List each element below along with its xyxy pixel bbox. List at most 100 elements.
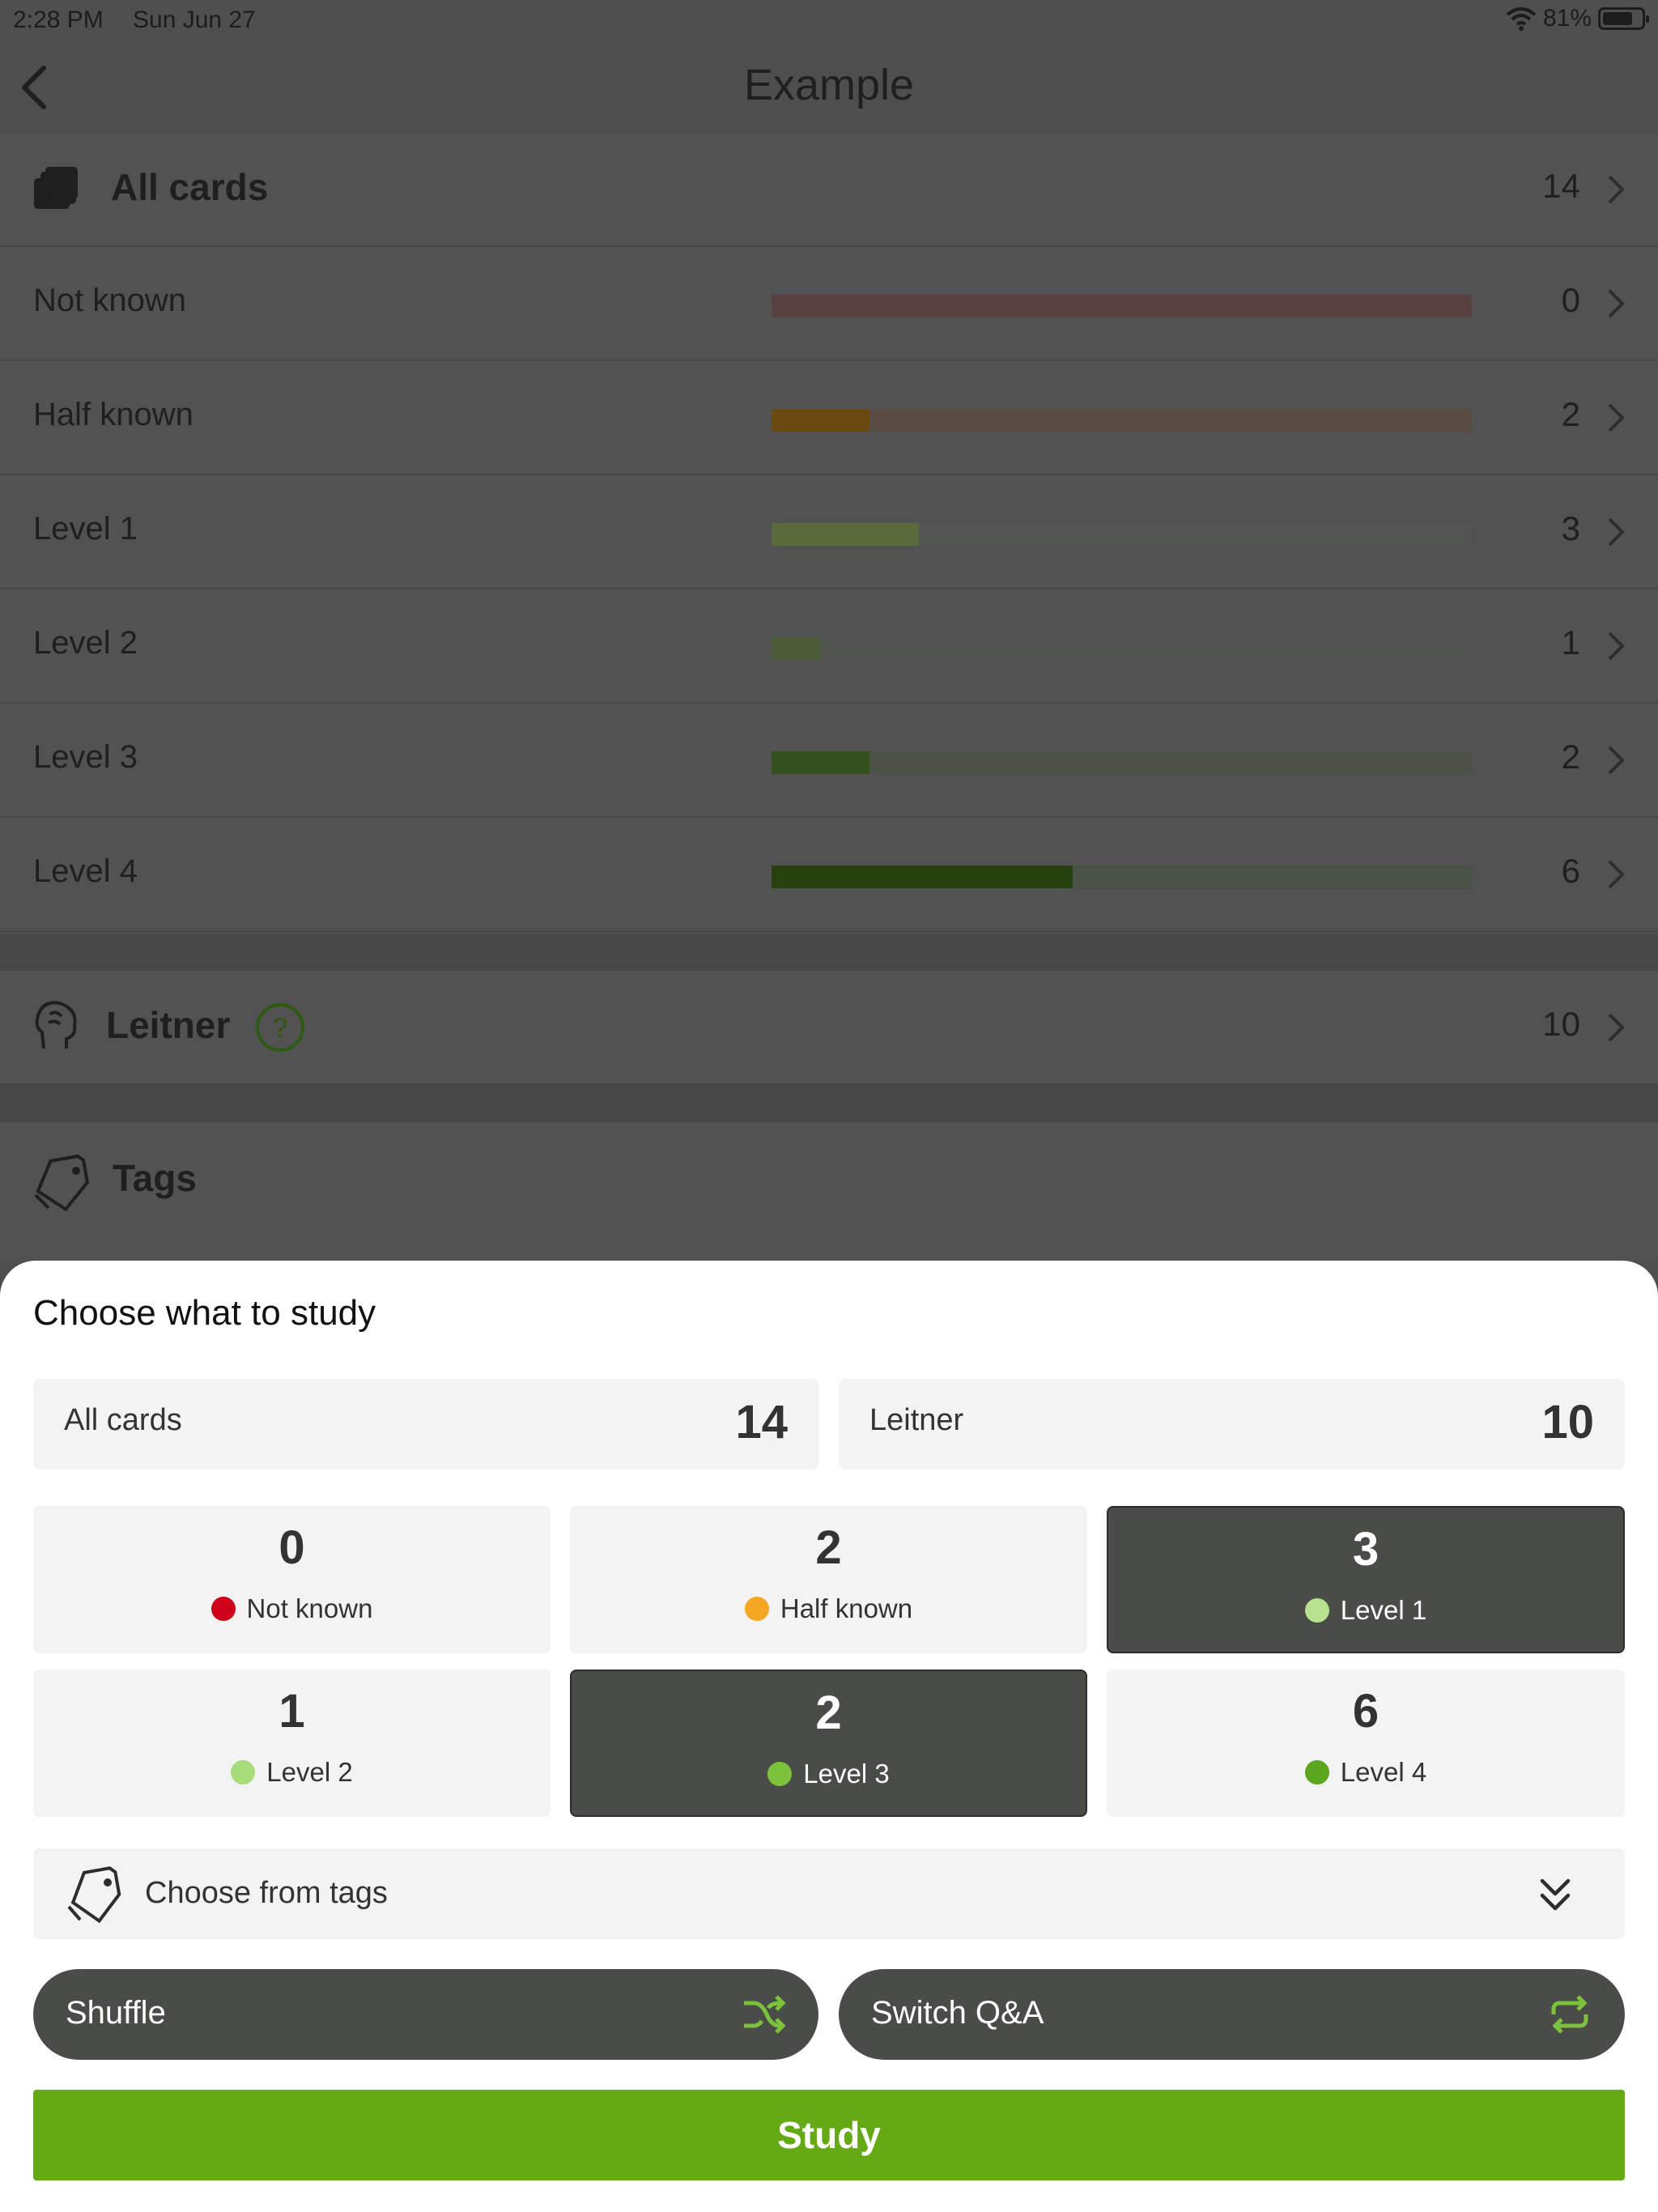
- all-cards-row[interactable]: All cards 14: [0, 133, 1658, 247]
- level-tile-caption: Level 1: [1108, 1595, 1623, 1626]
- level-dot-icon: [767, 1762, 793, 1786]
- level-dot-icon: [744, 1597, 769, 1621]
- back-chevron-icon[interactable]: [16, 63, 52, 112]
- all-cards-option-count: 14: [735, 1396, 788, 1448]
- status-bar: 2:28 PM Sun Jun 27 81%: [0, 0, 1658, 42]
- shuffle-toggle[interactable]: Shuffle: [33, 1969, 818, 2060]
- all-cards-label: All cards: [111, 166, 269, 208]
- battery-icon: [1598, 7, 1649, 30]
- level-progress-bar: [772, 866, 1472, 888]
- level-row[interactable]: Level 3 2: [0, 704, 1658, 818]
- level-tile-caption: Level 3: [572, 1759, 1086, 1789]
- level-tile-count: 0: [278, 1521, 305, 1574]
- level-tile[interactable]: 1 Level 2: [33, 1670, 551, 1817]
- level-tile[interactable]: 3 Level 1: [1107, 1506, 1625, 1653]
- level-tile-caption: Level 4: [1107, 1757, 1625, 1788]
- level-row[interactable]: Level 4 6: [0, 818, 1658, 932]
- chevron-right-icon: [1608, 1013, 1625, 1042]
- level-progress-fill: [772, 751, 870, 774]
- switch-qa-toggle[interactable]: Switch Q&A: [839, 1969, 1625, 2060]
- switch-qa-label: Switch Q&A: [871, 1995, 1044, 2031]
- level-progress-bar: [772, 523, 1472, 546]
- sheet-heading: Choose what to study: [33, 1293, 376, 1333]
- level-row-label: Level 1: [33, 511, 138, 547]
- level-progress-bar: [772, 751, 1472, 774]
- level-dot-icon: [1304, 1598, 1329, 1623]
- level-tile-label: Level 1: [1340, 1595, 1427, 1625]
- level-dot-icon: [1304, 1760, 1329, 1784]
- all-cards-option[interactable]: All cards 14: [33, 1379, 818, 1470]
- level-row-count: 3: [1561, 509, 1580, 547]
- level-row-count: 0: [1561, 281, 1580, 319]
- section-divider: [0, 934, 1658, 971]
- level-tile-count: 2: [815, 1687, 842, 1739]
- choose-from-tags-dropdown[interactable]: Choose from tags: [33, 1848, 1625, 1939]
- tags-icon: [34, 1155, 89, 1211]
- level-tile-label: Level 3: [803, 1759, 890, 1789]
- level-tile[interactable]: 6 Level 4: [1107, 1670, 1625, 1817]
- level-tile[interactable]: 2 Half known: [570, 1506, 1087, 1653]
- chevron-right-icon: [1608, 860, 1625, 889]
- level-row-label: Level 3: [33, 739, 138, 775]
- leitner-row[interactable]: Leitner ? 10: [0, 971, 1658, 1085]
- battery-fill: [1603, 12, 1633, 25]
- level-tile-count: 2: [815, 1521, 842, 1574]
- chevron-right-icon: [1608, 517, 1625, 547]
- repeat-icon: [1551, 1995, 1588, 2034]
- choose-from-tags-label: Choose from tags: [145, 1876, 388, 1910]
- level-row-count: 2: [1561, 395, 1580, 433]
- level-row-count: 6: [1561, 852, 1580, 890]
- level-tile-label: Half known: [780, 1593, 913, 1623]
- level-row[interactable]: Not known 0: [0, 247, 1658, 361]
- head-brain-icon: [35, 1001, 77, 1049]
- help-mark: ?: [273, 1013, 288, 1044]
- leitner-label: Leitner: [106, 1004, 231, 1046]
- all-cards-count: 14: [1542, 167, 1580, 205]
- level-tile-label: Level 2: [266, 1757, 353, 1787]
- nav-bar: Example: [0, 42, 1658, 133]
- level-progress-bar: [772, 637, 1472, 660]
- tags-label: Tags: [113, 1157, 197, 1199]
- level-tile-label: Not known: [246, 1593, 373, 1623]
- level-tile[interactable]: 0 Not known: [33, 1506, 551, 1653]
- level-row-label: Half known: [33, 397, 193, 432]
- chevron-right-icon: [1608, 403, 1625, 432]
- level-tile-caption: Half known: [570, 1593, 1087, 1624]
- level-tile-count: 6: [1352, 1685, 1380, 1738]
- level-tile-label: Level 4: [1340, 1757, 1427, 1787]
- level-tile[interactable]: 2 Level 3: [570, 1670, 1087, 1817]
- level-row-label: Not known: [33, 283, 186, 318]
- level-progress-fill: [772, 637, 821, 660]
- battery-percent: 81%: [1542, 5, 1592, 32]
- status-right: 81%: [1506, 5, 1649, 32]
- section-divider: [0, 1085, 1658, 1122]
- level-row[interactable]: Level 1 3: [0, 475, 1658, 589]
- study-button[interactable]: Study: [33, 2090, 1625, 2180]
- level-progress-fill: [772, 866, 1073, 888]
- level-tile-count: 3: [1352, 1523, 1380, 1576]
- chevron-right-icon: [1608, 746, 1625, 775]
- status-date: Sun Jun 27: [133, 6, 256, 33]
- level-tile-caption: Level 2: [33, 1757, 551, 1788]
- level-row-count: 1: [1561, 623, 1580, 661]
- chevron-right-icon: [1608, 289, 1625, 318]
- level-row-count: 2: [1561, 738, 1580, 776]
- help-icon[interactable]: ?: [254, 1002, 306, 1053]
- shuffle-label: Shuffle: [66, 1995, 166, 2031]
- level-dot-icon: [231, 1760, 256, 1784]
- level-row[interactable]: Level 2 1: [0, 589, 1658, 704]
- leitner-option[interactable]: Leitner 10: [839, 1379, 1625, 1470]
- level-progress-fill: [772, 409, 870, 432]
- study-options-sheet: Choose what to study All cards 14 Leitne…: [0, 1261, 1658, 2212]
- level-progress-bar: [772, 295, 1472, 317]
- wifi-icon: [1506, 7, 1537, 31]
- level-progress-fill: [772, 523, 919, 546]
- all-cards-option-label: All cards: [64, 1403, 182, 1437]
- leitner-count: 10: [1542, 1005, 1580, 1043]
- shuffle-icon: [744, 1995, 786, 2034]
- chevron-right-icon: [1608, 632, 1625, 661]
- level-row[interactable]: Half known 2: [0, 361, 1658, 475]
- chevron-right-icon: [1608, 175, 1625, 204]
- leitner-option-label: Leitner: [869, 1403, 964, 1437]
- tags-row[interactable]: Tags: [0, 1122, 1658, 1261]
